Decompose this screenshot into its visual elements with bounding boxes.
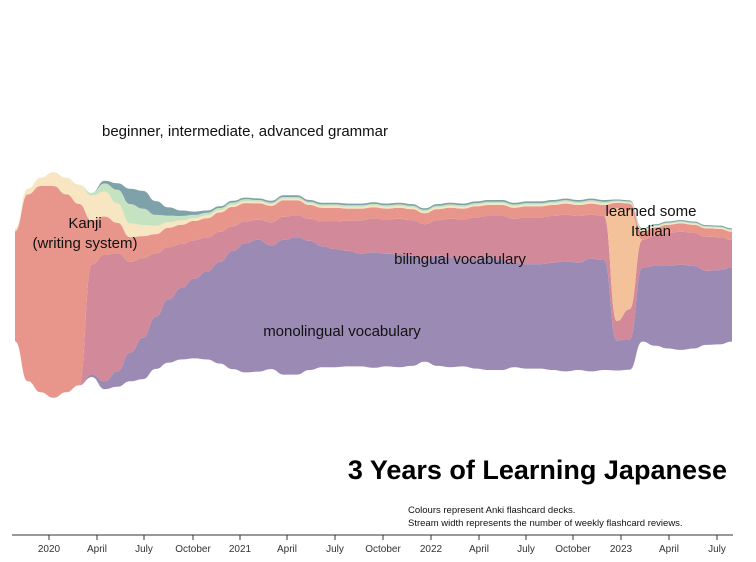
kanji-label-line2: (writing system) — [32, 235, 137, 252]
x-tick-label: 2020 — [38, 544, 61, 555]
x-tick-label: July — [135, 544, 153, 555]
x-tick-label: 2023 — [610, 544, 633, 555]
note-stream-width: Stream width represents the number of we… — [408, 518, 683, 529]
monolingual-label: monolingual vocabulary — [263, 323, 421, 340]
x-tick-label: October — [555, 544, 591, 555]
italian-label-line1: learned some — [606, 203, 697, 220]
x-tick-label: April — [87, 544, 107, 555]
x-tick-label: April — [659, 544, 679, 555]
x-tick-label: April — [469, 544, 489, 555]
chart-title: 3 Years of Learning Japanese — [348, 455, 727, 485]
x-tick-label: April — [277, 544, 297, 555]
x-tick-label: July — [708, 544, 726, 555]
note-colours: Colours represent Anki flashcard decks. — [408, 505, 575, 516]
stream-bilingual-vocabulary — [15, 214, 732, 398]
x-tick-label: 2022 — [420, 544, 443, 555]
stream-grammar-intermediate — [15, 172, 732, 231]
stream-grammar-advanced — [15, 172, 732, 230]
x-tick-label: July — [326, 544, 344, 555]
x-tick-label: October — [175, 544, 211, 555]
stream-kanji — [15, 186, 732, 398]
x-tick-label: October — [365, 544, 401, 555]
x-axis-ticks: 2020 April July October 2021 April July October… — [38, 535, 726, 555]
stream-monolingual-vocabulary — [15, 237, 732, 398]
x-tick-label: 2021 — [229, 544, 252, 555]
x-tick-label: July — [517, 544, 535, 555]
kanji-label-line1: Kanji — [68, 215, 101, 232]
stream-layers — [15, 172, 732, 398]
grammar-label: beginner, intermediate, advanced grammar — [102, 123, 388, 140]
bilingual-label: bilingual vocabulary — [394, 251, 526, 268]
stream-labels: beginner, intermediate, advanced grammar… — [32, 123, 696, 340]
italian-label-line2: Italian — [631, 223, 671, 240]
